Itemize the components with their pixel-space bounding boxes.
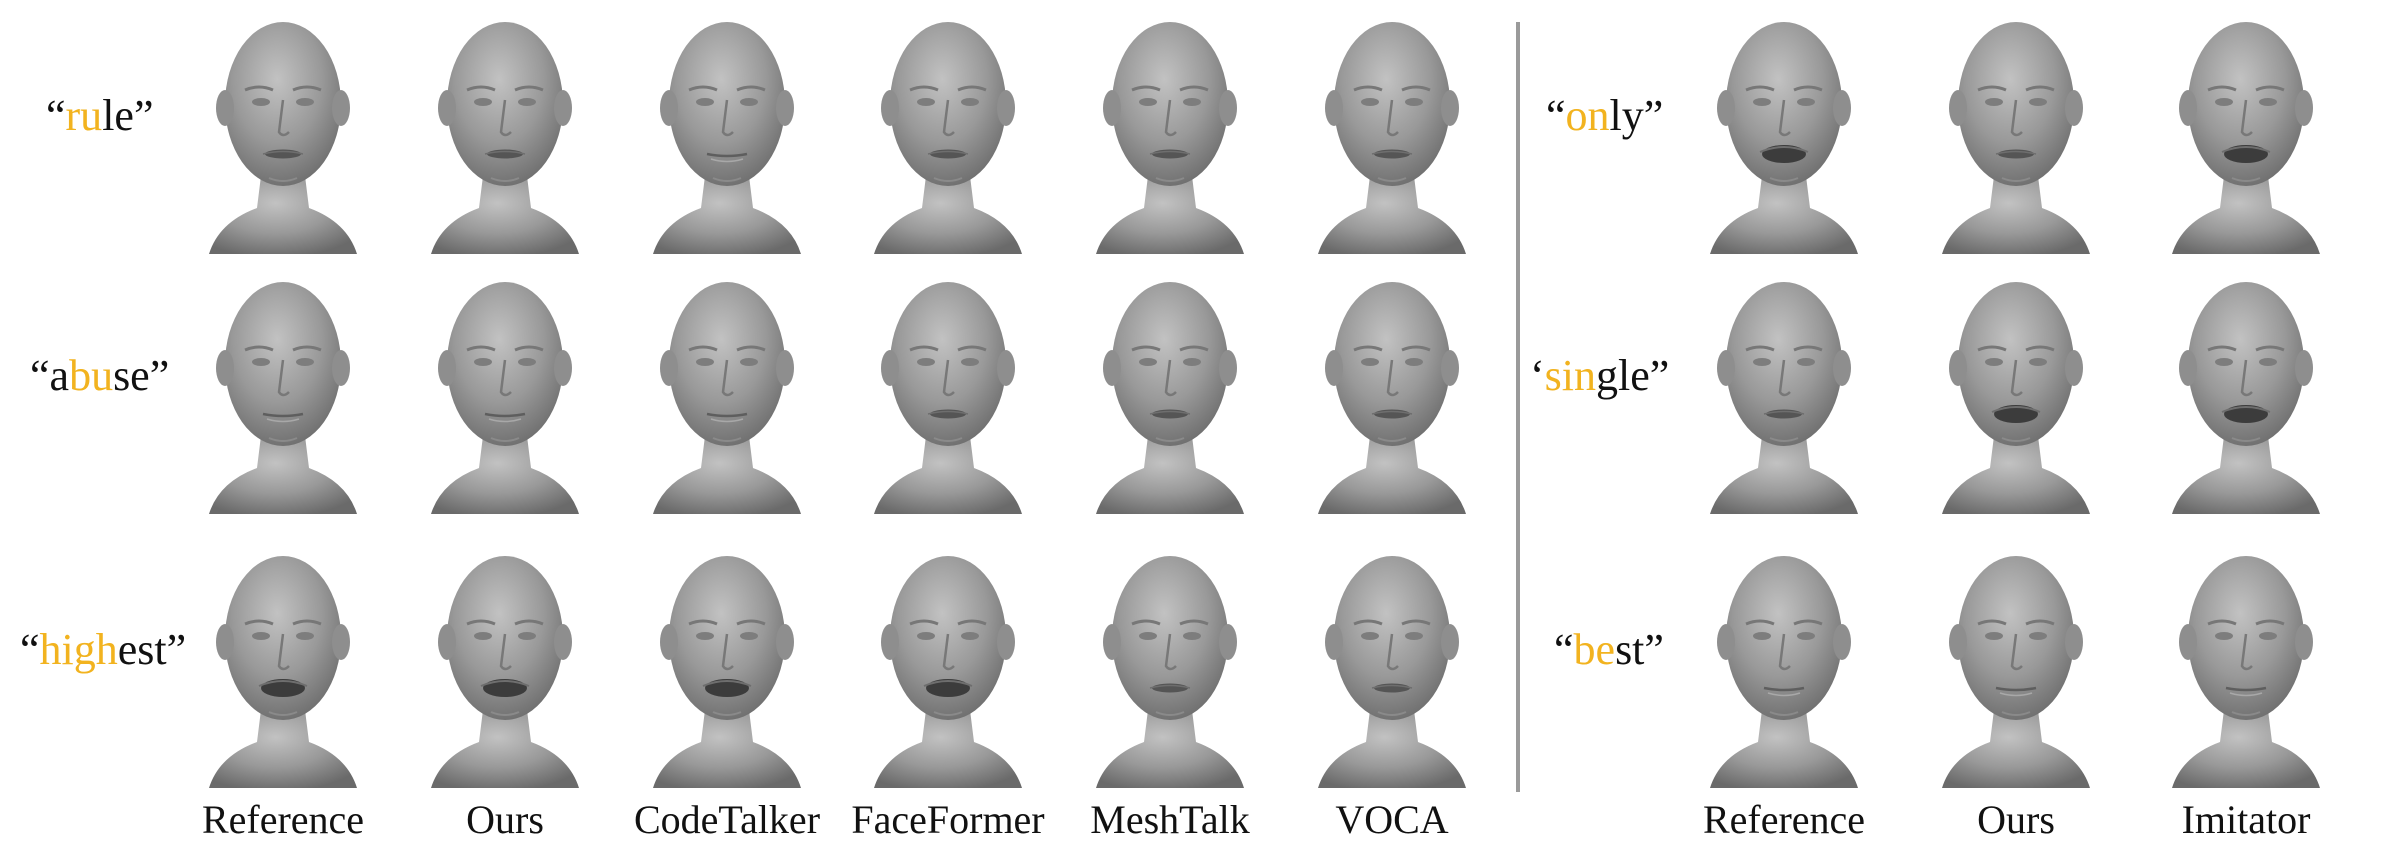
face-mesh-render <box>1700 268 1868 516</box>
word-text: “ <box>46 91 66 140</box>
highlighted-phoneme: ru <box>65 91 103 140</box>
face-mesh-render <box>199 542 367 790</box>
face-mesh-render <box>421 542 589 790</box>
panel-divider <box>1516 22 1520 792</box>
highlighted-phoneme: be <box>1573 625 1616 674</box>
face-mesh-render <box>643 542 811 790</box>
highlighted-phoneme: on <box>1565 91 1610 140</box>
face-mesh-render <box>864 268 1032 516</box>
face-mesh-render <box>421 268 589 516</box>
highlighted-phoneme: sin <box>1544 351 1597 400</box>
face-mesh-render <box>1932 268 2100 516</box>
face-mesh-render <box>1932 542 2100 790</box>
column-label: MeshTalk <box>1090 797 1250 842</box>
word-label: “abuse” <box>30 354 169 398</box>
word-text: est” <box>117 625 187 674</box>
face-mesh-render <box>2162 268 2330 516</box>
face-mesh-render <box>1086 542 1254 790</box>
column-label: FaceFormer <box>851 797 1045 842</box>
word-text: le” <box>102 91 154 140</box>
word-label: “only” <box>1546 94 1663 138</box>
column-label: Ours <box>466 797 544 842</box>
left-comparison-panel: “rule” <box>20 8 1476 842</box>
word-text: se” <box>113 351 170 400</box>
word-text: “ <box>20 625 40 674</box>
face-mesh-render <box>1308 8 1476 256</box>
highlighted-phoneme: bu <box>69 351 114 400</box>
face-mesh-render <box>1700 8 1868 256</box>
column-label: Imitator <box>2181 797 2311 842</box>
word-label: “rule” <box>46 94 153 138</box>
word-text: “a <box>30 351 70 400</box>
word-label: “best” <box>1554 628 1664 672</box>
word-label: “highest” <box>20 628 186 672</box>
face-mesh-render <box>1308 542 1476 790</box>
face-mesh-render <box>864 542 1032 790</box>
face-mesh-render <box>864 8 1032 256</box>
face-mesh-render <box>1086 8 1254 256</box>
word-text: gle” <box>1596 351 1670 400</box>
word-text: ‘ <box>1530 351 1545 400</box>
word-text: “ <box>1546 91 1566 140</box>
face-mesh-render <box>643 8 811 256</box>
face-mesh-render <box>421 8 589 256</box>
word-text: “ <box>1554 625 1574 674</box>
right-comparison-panel: “only” <box>1530 0 2394 853</box>
word-text: st” <box>1615 625 1664 674</box>
face-mesh-render <box>643 268 811 516</box>
word-label: ‘single” <box>1530 354 1669 398</box>
highlighted-phoneme: high <box>39 625 118 674</box>
face-mesh-render <box>2162 542 2330 790</box>
column-label: Ours <box>1977 797 2055 842</box>
column-label: VOCA <box>1335 797 1449 842</box>
column-label: Reference <box>201 797 365 842</box>
column-label: Reference <box>1702 797 1866 842</box>
face-mesh-render <box>199 268 367 516</box>
face-mesh-render <box>1308 268 1476 516</box>
face-mesh-render <box>1700 542 1868 790</box>
face-mesh-render <box>199 8 367 256</box>
face-mesh-render <box>1932 8 2100 256</box>
column-label: CodeTalker <box>633 797 821 842</box>
face-mesh-render <box>1086 268 1254 516</box>
face-mesh-render <box>2162 8 2330 256</box>
word-text: ly” <box>1609 91 1664 140</box>
